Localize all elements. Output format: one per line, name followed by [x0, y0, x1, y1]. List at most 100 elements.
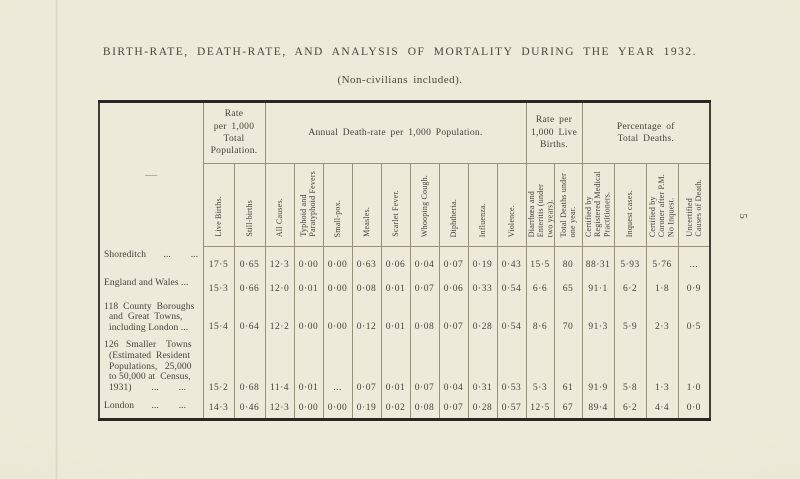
data-cell: 0·00 [322, 246, 352, 275]
data-cell: 0·19 [467, 246, 497, 275]
row-label: 126 Smaller Towns (Estimated Resident Po… [98, 337, 203, 398]
data-cell: 0·54 [496, 274, 527, 299]
page-title: BIRTH-RATE, DEATH-RATE, AND ANALYSIS OF … [102, 46, 698, 58]
data-cell: 14·3 [202, 397, 234, 420]
data-cell: 0·00 [293, 397, 323, 420]
group-header-row: — Rate per 1,000 Total Population. Annual … [98, 101, 711, 247]
column-header-label: Live Births. [213, 196, 223, 237]
data-cell: 0·0 [677, 397, 711, 420]
data-cell: 5·8 [613, 337, 647, 398]
data-cell: 0·57 [496, 397, 527, 420]
column-header-row: Live Births. Still-births All Causes. Typho… [99, 163, 711, 247]
column-header-label: Typhoid and Paratyphoid Fevers [299, 171, 318, 237]
data-cell: 67 [553, 397, 583, 420]
data-cell: 0·43 [496, 246, 527, 275]
data-cell: 5·9 [613, 298, 647, 338]
group-header: Percentage of Total Deaths. [581, 101, 711, 164]
column-header: Violence. [496, 163, 527, 247]
data-cell: 6·2 [613, 397, 647, 420]
data-cell: 0·02 [380, 397, 410, 420]
data-cell: 12·2 [264, 298, 294, 338]
column-header: Whooping Cough. [409, 163, 439, 247]
row-label: 118 County Boroughs and Great Towns, inc… [98, 298, 203, 338]
page-gutter-crease [55, 0, 58, 479]
data-cell: 0·19 [351, 397, 381, 420]
data-cell: 4·4 [645, 397, 679, 420]
column-header: Influenza. [467, 163, 497, 247]
table-row: Shoreditch ... ... 17·5 0·65 12·3 0·00 0·00 0·… [98, 246, 711, 275]
table-row: London ... ... 14·3 0·46 12·3 0·00 0·00 0·19 0·… [98, 397, 711, 420]
group-header: Rate per 1,000 Total Population. [202, 101, 265, 164]
data-cell: 0·65 [233, 246, 265, 275]
data-cell: 12·3 [264, 246, 294, 275]
data-cell: 0·07 [438, 246, 468, 275]
data-cell: 0·5 [677, 298, 711, 338]
data-cell: 0·08 [409, 397, 439, 420]
data-cell: 0·07 [351, 337, 381, 398]
column-header: All Causes. [264, 163, 294, 247]
data-cell: 0·63 [351, 246, 381, 275]
data-cell: 0·08 [409, 298, 439, 338]
table-row: England and Wales ... 15·3 0·66 12·0 0·01 0·0… [98, 274, 711, 299]
data-cell: 0·54 [496, 298, 527, 338]
column-header: Diarrhœa and Enteritis (under two years)… [525, 163, 555, 247]
column-header-label: Scarlet Fever. [390, 190, 400, 237]
data-cell: 0·01 [380, 337, 410, 398]
column-header: Certified by Registered Medical Practiti… [581, 163, 615, 247]
group-header: Annual Death-rate per 1,000 Population. [264, 101, 527, 164]
column-header: Typhoid and Paratyphoid Fevers [293, 163, 323, 247]
data-cell: 0·08 [351, 274, 381, 299]
row-label: Shoreditch ... ... [98, 246, 203, 275]
column-header: Diphtheria. [438, 163, 468, 247]
data-cell: 91·3 [581, 298, 615, 338]
column-header-label: Influenza. [477, 202, 487, 237]
data-cell: 0·01 [380, 298, 410, 338]
data-cell: 0·07 [438, 397, 468, 420]
data-cell: 65 [553, 274, 583, 299]
column-header-label: All Causes. [274, 197, 284, 237]
data-cell: 1·3 [645, 337, 679, 398]
data-cell: 0·06 [438, 274, 468, 299]
data-cell: 0·00 [322, 298, 352, 338]
table-row: 126 Smaller Towns (Estimated Resident Po… [98, 337, 711, 398]
column-header-label: Violence. [506, 204, 516, 237]
data-cell: 0·00 [322, 274, 352, 299]
column-header: Certified by Coroner after P.M. No Inque… [645, 163, 679, 247]
data-cell: ... [677, 246, 711, 275]
table-row: 118 County Boroughs and Great Towns, inc… [98, 298, 711, 338]
data-cell: 1·8 [645, 274, 679, 299]
data-cell: 8·6 [525, 298, 555, 338]
data-cell: 91·9 [581, 337, 615, 398]
column-header-label: Small-pox. [332, 199, 342, 237]
data-cell: 0·00 [322, 397, 352, 420]
column-header-label: Total Deaths under one year. [558, 172, 578, 237]
data-cell: 0·00 [293, 246, 323, 275]
column-header-label: Diphtheria. [448, 198, 458, 237]
column-header: Live Births. [202, 163, 234, 247]
data-cell: 0·68 [233, 337, 265, 398]
data-cell: ... [322, 337, 352, 398]
page-subtitle: (Non-civilians included). [337, 74, 463, 86]
column-header: Inquest cases. [613, 163, 647, 247]
data-cell: 15·4 [202, 298, 234, 338]
data-cell: 0·33 [467, 274, 497, 299]
row-label: England and Wales ... [98, 274, 203, 299]
column-header: Still-births [233, 163, 265, 247]
data-cell: 91·1 [581, 274, 615, 299]
data-cell: 15·5 [525, 246, 555, 275]
data-cell: 0·12 [351, 298, 381, 338]
data-cell: 15·3 [202, 274, 234, 299]
page-number: 5 [736, 213, 749, 219]
data-cell: 2·3 [645, 298, 679, 338]
data-cell: 1·0 [677, 337, 711, 398]
data-cell: 89·4 [581, 397, 615, 420]
data-cell: 61 [553, 337, 583, 398]
data-cell: 0·07 [409, 274, 439, 299]
column-header-label: Certified by Coroner after P.M. No Inque… [648, 173, 676, 237]
column-header-label: Whooping Cough. [419, 174, 429, 237]
data-cell: 5·93 [613, 246, 647, 275]
column-header-label: Inquest cases. [625, 189, 635, 237]
column-header-label: Certified by Registered Medical Practiti… [584, 170, 612, 237]
data-cell: 0·28 [467, 397, 497, 420]
column-header-label: Uncertified Causes of Death. [684, 179, 703, 237]
